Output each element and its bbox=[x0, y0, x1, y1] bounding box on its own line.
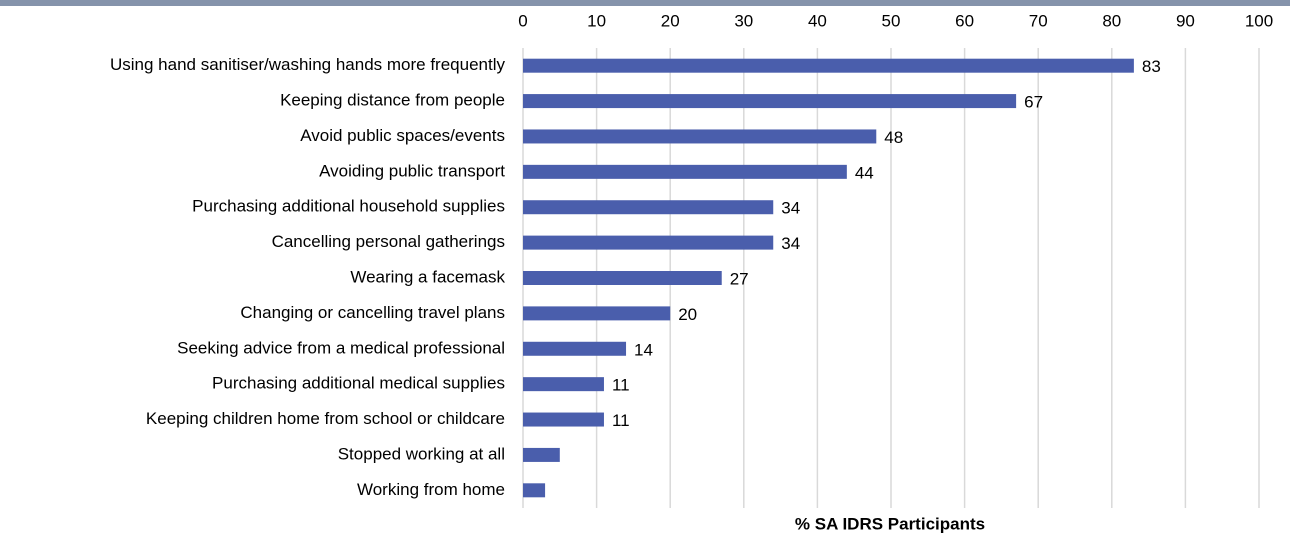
value-label: 20 bbox=[678, 305, 697, 324]
bar bbox=[523, 94, 1017, 109]
y-tick-label: Changing or cancelling travel plans bbox=[240, 303, 505, 322]
x-tick-label: 0 bbox=[518, 11, 527, 30]
bar bbox=[523, 377, 604, 392]
x-tick-label: 30 bbox=[734, 11, 753, 30]
y-tick-label: Avoiding public transport bbox=[319, 161, 505, 180]
y-tick-label: Cancelling personal gatherings bbox=[272, 232, 505, 251]
x-tick-label: 40 bbox=[808, 11, 827, 30]
y-tick-label: Seeking advice from a medical profession… bbox=[177, 338, 505, 357]
y-tick-label: Keeping children home from school or chi… bbox=[146, 409, 505, 428]
bar bbox=[523, 412, 604, 427]
bar bbox=[523, 306, 671, 321]
x-axis-label: % SA IDRS Participants bbox=[795, 514, 985, 533]
value-label: 11 bbox=[612, 411, 630, 430]
y-tick-label: Using hand sanitiser/washing hands more … bbox=[110, 55, 506, 74]
top-strip bbox=[0, 0, 1290, 6]
y-tick-label: Stopped working at all bbox=[338, 444, 505, 463]
y-tick-label: Purchasing additional medical supplies bbox=[212, 374, 505, 393]
x-tick-label: 100 bbox=[1245, 11, 1273, 30]
bar bbox=[523, 341, 627, 356]
x-tick-label: 80 bbox=[1102, 11, 1121, 30]
bar bbox=[523, 447, 560, 462]
bar bbox=[523, 164, 847, 179]
value-label: 11 bbox=[612, 376, 630, 395]
y-tick-label: Keeping distance from people bbox=[280, 91, 505, 110]
x-tick-label: 70 bbox=[1029, 11, 1048, 30]
value-label: 48 bbox=[884, 128, 903, 147]
bar bbox=[523, 129, 877, 144]
value-label: 34 bbox=[781, 234, 800, 253]
bar bbox=[523, 200, 774, 215]
x-tick-label: 10 bbox=[587, 11, 606, 30]
value-label: 34 bbox=[781, 199, 800, 218]
x-tick-label: 90 bbox=[1176, 11, 1195, 30]
value-label: 44 bbox=[855, 163, 874, 182]
x-tick-label: 50 bbox=[882, 11, 901, 30]
bar bbox=[523, 58, 1134, 73]
value-label: 83 bbox=[1142, 57, 1161, 76]
y-tick-label: Avoid public spaces/events bbox=[300, 126, 505, 145]
value-label: 27 bbox=[730, 269, 749, 288]
y-tick-label: Wearing a facemask bbox=[350, 267, 505, 286]
value-label: 14 bbox=[634, 340, 653, 359]
y-tick-label: Working from home bbox=[357, 480, 505, 499]
x-tick-label: 20 bbox=[661, 11, 680, 30]
x-tick-label: 60 bbox=[955, 11, 974, 30]
bar bbox=[523, 271, 722, 285]
bar bbox=[523, 235, 774, 250]
value-label: 67 bbox=[1024, 93, 1043, 112]
bar bbox=[523, 483, 546, 498]
y-tick-label: Purchasing additional household supplies bbox=[192, 197, 505, 216]
